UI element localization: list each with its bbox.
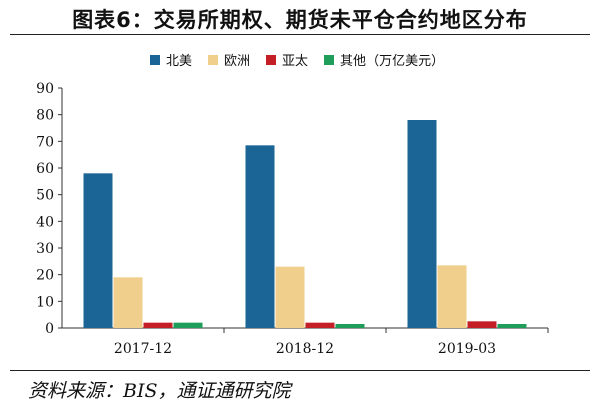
legend-item-north-america: 北美 — [150, 50, 192, 69]
legend-item-asia-pacific: 亚太 — [266, 50, 308, 69]
y-tick-label-50: 50 — [36, 188, 54, 204]
bar-2017-12-北美 — [83, 173, 113, 328]
bar-2018-12-北美 — [245, 145, 275, 328]
source-note: 资料来源：BIS，通证通研究院 — [28, 380, 291, 402]
bar-2019-03-亚太 — [467, 321, 497, 328]
y-tick-label-20: 20 — [36, 268, 54, 284]
y-tick-label-90: 90 — [36, 81, 54, 97]
bar-2019-03-北美 — [407, 120, 437, 328]
y-tick-label-10: 10 — [36, 294, 54, 310]
y-tick-label-40: 40 — [36, 214, 54, 230]
source-rule — [10, 370, 590, 371]
legend: 北美 欧洲 亚太 其他 （万亿美元） — [150, 50, 444, 69]
y-tick-label-80: 80 — [36, 108, 54, 124]
bar-2018-12-欧洲 — [275, 266, 305, 328]
legend-item-europe: 欧洲 — [208, 50, 250, 69]
bar-2018-12-其他 — [335, 324, 365, 328]
y-tick-label-70: 70 — [36, 134, 54, 150]
legend-label-north-america: 北美 — [166, 54, 193, 69]
y-tick-label-0: 0 — [45, 321, 54, 337]
x-tick-label-2018-12: 2018-12 — [276, 341, 334, 357]
bar-2017-12-其他 — [173, 322, 203, 328]
legend-swatch-other — [324, 54, 335, 65]
legend-swatch-north-america — [150, 54, 160, 65]
legend-label-other: 其他 — [340, 54, 367, 69]
title-rule — [10, 34, 590, 35]
legend-label-asia-pacific: 亚太 — [282, 54, 309, 69]
bar-2019-03-欧洲 — [437, 265, 467, 328]
legend-label-europe: 欧洲 — [224, 54, 251, 69]
x-tick-label-2019-03: 2019-03 — [438, 341, 496, 357]
legend-swatch-asia-pacific — [266, 54, 277, 65]
bar-2017-12-欧洲 — [113, 277, 143, 328]
legend-unit: （万亿美元） — [366, 54, 445, 69]
x-tick-label-2017-12: 2017-12 — [114, 341, 172, 357]
legend-item-other: 其他 （万亿美元） — [324, 50, 444, 69]
y-tick-label-60: 60 — [36, 161, 54, 177]
chart-title: 图表6：交易所期权、期货未平仓合约地区分布 — [72, 8, 528, 32]
bar-2018-12-亚太 — [305, 322, 335, 328]
y-tick-label-30: 30 — [36, 241, 54, 257]
bar-2017-12-亚太 — [143, 322, 173, 328]
legend-swatch-europe — [208, 54, 219, 65]
bar-chart: 0 10 20 30 40 50 60 70 80 90 2017-12 2018-12 2019-03 — [36, 81, 549, 357]
bar-2019-03-其他 — [497, 324, 527, 328]
